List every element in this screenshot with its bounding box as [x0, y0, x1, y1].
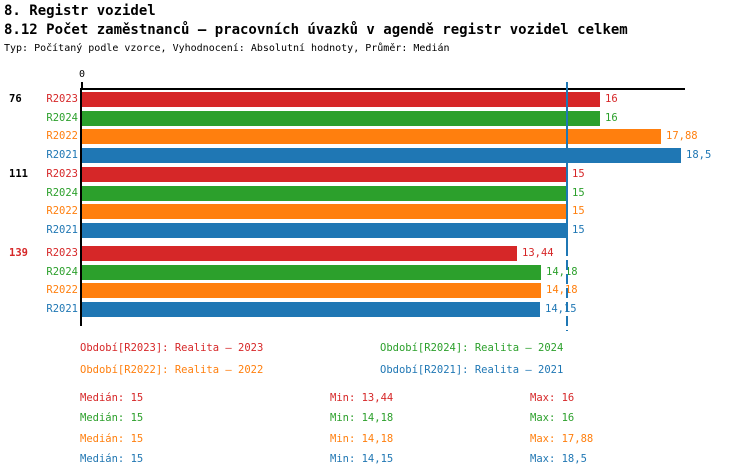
series-row-label-r2023: R2023	[46, 168, 78, 180]
stat-min: Min: 13,44	[330, 392, 394, 404]
series-row-label-r2022: R2022	[46, 284, 78, 296]
legend-item-r2022: Období[R2022]: Realita – 2022	[80, 364, 264, 376]
stat-median: Medián: 15	[80, 453, 144, 465]
stat-max: Max: 16	[530, 392, 575, 404]
bar-r2023	[82, 246, 517, 261]
series-row-label-r2024: R2024	[46, 112, 78, 124]
page-title: 8. Registr vozidel	[4, 3, 156, 19]
bar-r2024	[82, 265, 541, 280]
bar-r2023	[82, 167, 567, 182]
bar-value-label: 13,44	[522, 247, 554, 259]
bar-value-label: 15	[572, 224, 585, 236]
bar-r2023	[82, 92, 600, 107]
x-axis-line	[81, 88, 685, 90]
bar-value-label: 16	[605, 93, 618, 105]
group-count-label: 111	[9, 168, 28, 180]
group-count-label: 76	[9, 93, 22, 105]
bar-value-label: 15	[572, 205, 585, 217]
stat-max: Max: 17,88	[530, 433, 594, 445]
bar-r2022	[82, 204, 567, 219]
bar-r2021	[82, 148, 681, 163]
stat-median: Medián: 15	[80, 433, 144, 445]
bar-value-label: 15	[572, 168, 585, 180]
stat-median: Medián: 15	[80, 412, 144, 424]
chart-meta-line: Typ: Počítaný podle vzorce, Vyhodnocení:…	[4, 43, 450, 54]
stat-max: Max: 16	[530, 412, 575, 424]
legend-item-r2023: Období[R2023]: Realita – 2023	[80, 342, 264, 354]
series-row-label-r2024: R2024	[46, 266, 78, 278]
stat-min: Min: 14,15	[330, 453, 394, 465]
series-row-label-r2022: R2022	[46, 205, 78, 217]
stat-min: Min: 14,18	[330, 433, 394, 445]
bar-value-label: 15	[572, 187, 585, 199]
series-row-label-r2021: R2021	[46, 149, 78, 161]
legend-item-r2021: Období[R2021]: Realita – 2021	[380, 364, 564, 376]
stat-min: Min: 14,18	[330, 412, 394, 424]
bar-value-label: 14,15	[545, 303, 577, 315]
bar-r2021	[82, 223, 567, 238]
y-axis-line	[80, 88, 82, 326]
bar-value-label: 16	[605, 112, 618, 124]
bar-value-label: 14,18	[546, 266, 578, 278]
bar-r2022	[82, 283, 541, 298]
bar-r2024	[82, 111, 600, 126]
series-row-label-r2021: R2021	[46, 303, 78, 315]
median-reference-line	[566, 82, 568, 246]
series-row-label-r2021: R2021	[46, 224, 78, 236]
series-row-label-r2024: R2024	[46, 187, 78, 199]
median-reference-line-dashed	[566, 246, 568, 331]
x-axis-zero-tick	[81, 82, 83, 88]
stat-max: Max: 18,5	[530, 453, 587, 465]
legend-item-r2024: Období[R2024]: Realita – 2024	[380, 342, 564, 354]
bar-value-label: 14,18	[546, 284, 578, 296]
bar-r2021	[82, 302, 540, 317]
x-axis-zero-label: 0	[78, 69, 86, 80]
group-count-label: 139	[9, 247, 28, 259]
bar-r2024	[82, 186, 567, 201]
bar-r2022	[82, 129, 661, 144]
chart-title: 8.12 Počet zaměstnanců – pracovních úvaz…	[4, 22, 628, 38]
series-row-label-r2023: R2023	[46, 93, 78, 105]
stat-median: Medián: 15	[80, 392, 144, 404]
series-row-label-r2023: R2023	[46, 247, 78, 259]
bar-value-label: 18,5	[686, 149, 712, 161]
bar-value-label: 17,88	[666, 130, 698, 142]
series-row-label-r2022: R2022	[46, 130, 78, 142]
